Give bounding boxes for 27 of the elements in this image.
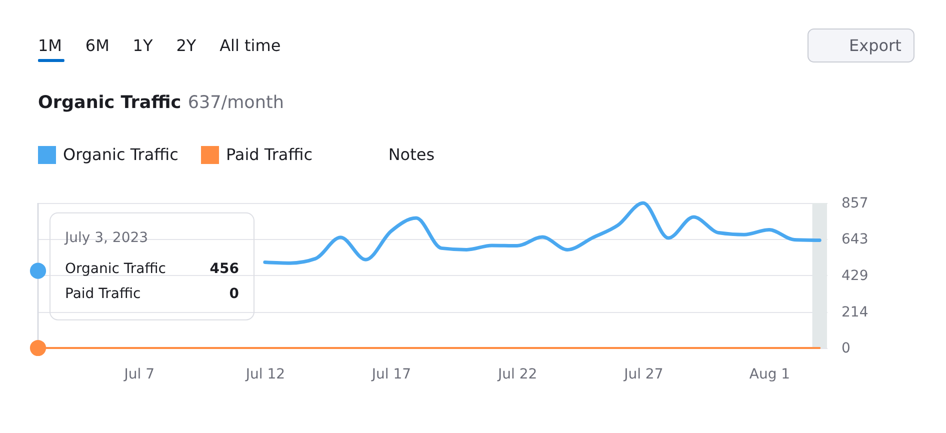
chart-title: Organic Traffic: [38, 93, 182, 113]
text: 2Y: [176, 36, 196, 55]
y-tick-label: 214: [842, 304, 868, 320]
text: 6M: [85, 36, 110, 55]
text: 1M: [38, 36, 62, 55]
y-tick-label: 429: [842, 268, 868, 284]
x-tick-label: Jul 22: [496, 366, 538, 382]
legend-label: Organic Traffic: [65, 260, 166, 277]
text: 1Y: [132, 36, 153, 55]
text: Paid Traffic: [65, 286, 141, 302]
y-tick-label: 643: [842, 232, 868, 248]
y-tick-label: 0: [842, 340, 850, 356]
text: Notes: [388, 145, 435, 164]
x-tick-label: Jul 17: [370, 366, 412, 382]
x-tick-label: Jul 12: [244, 366, 286, 382]
text: Organic Traffic: [63, 145, 178, 164]
y-tick-label: 857: [842, 196, 868, 212]
x-tick-label: Jul 27: [623, 366, 664, 382]
annotation: 456: [210, 260, 239, 277]
x-tick-label: Jul 7: [123, 366, 154, 382]
annotation: 0: [229, 286, 240, 302]
x-tick-label: Aug 1: [749, 366, 790, 382]
chart-subtitle: 637/month: [188, 93, 284, 113]
text: All time: [220, 36, 281, 55]
annotation: July 3, 2023: [64, 230, 148, 246]
legend-label: Paid Traffic: [226, 145, 312, 164]
text: Export: [849, 36, 902, 55]
